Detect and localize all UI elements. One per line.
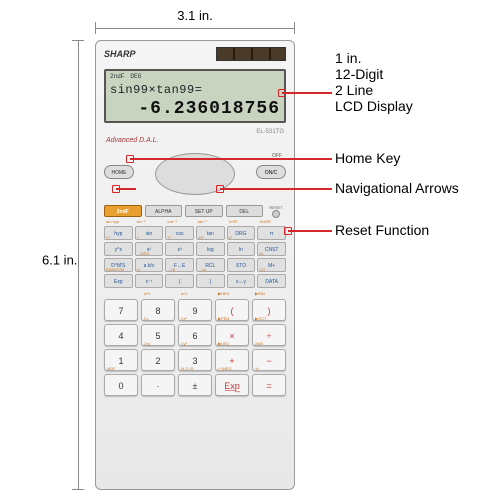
height-dimension-line <box>78 40 79 490</box>
num-button[interactable]: ± <box>178 374 212 396</box>
lcd-display: 2ndF DEG sin99×tan99= -6.236018756 <box>104 69 286 123</box>
width-dimension-line <box>95 28 295 29</box>
num-button[interactable]: = <box>252 374 286 396</box>
brand-label: SHARP <box>104 49 136 59</box>
callout-home: Home Key <box>335 150 400 166</box>
function-grid: hypsincostanDRGπy^xx²x³loglnCNSTD°M'Sa b… <box>100 224 290 290</box>
lcd-indicator: DEG <box>130 73 141 80</box>
fn-button[interactable]: Exp <box>104 274 133 288</box>
number-grid: 789()456×÷123+−0·±E̲x̲p̲= <box>100 296 290 399</box>
solar-panel <box>216 47 286 61</box>
width-dimension-label: 3.1 in. <box>95 8 295 23</box>
num-button[interactable]: E̲x̲p̲ <box>215 374 249 396</box>
on-c-button[interactable]: ON/C <box>256 165 286 179</box>
lcd-expression: sin99×tan99= <box>110 83 280 97</box>
fn-button[interactable]: DATA <box>257 274 286 288</box>
num-button[interactable]: 2 <box>141 349 175 371</box>
callout-text: 12-Digit <box>335 66 413 82</box>
callout-line-reset <box>288 230 332 232</box>
callout-line-home <box>130 158 332 160</box>
reset-label: RESET <box>266 205 286 210</box>
height-dimension-label: 6.1 in. <box>42 253 77 268</box>
home-button[interactable]: HOME <box>104 165 134 179</box>
alpha-button[interactable]: ALPHA <box>145 205 183 217</box>
fn-button[interactable]: π <box>257 226 286 240</box>
lcd-result: -6.236018756 <box>110 99 280 119</box>
callout-text: 1 in. <box>335 50 413 66</box>
dal-label: Advanced D.A.L. <box>100 137 159 144</box>
callout-reset: Reset Function <box>335 222 429 238</box>
num-button[interactable]: · <box>141 374 175 396</box>
fn-button[interactable]: x⁻¹ <box>135 274 164 288</box>
callout-line-nav2 <box>116 188 136 190</box>
num-button[interactable]: 4 <box>104 324 138 346</box>
fn-button[interactable]: ln <box>227 242 256 256</box>
callout-line-display <box>282 92 332 94</box>
fn-button[interactable]: ( <box>165 274 194 288</box>
model-label: EL-531TG <box>256 129 290 135</box>
lcd-indicators: 2ndF DEG <box>110 73 280 80</box>
callout-line-nav <box>220 188 332 190</box>
callout-text: LCD Display <box>335 98 413 114</box>
callout-nav: Navigational Arrows <box>335 180 459 196</box>
control-row: 2ndF ALPHA SET UP DEL RESET <box>100 203 290 220</box>
callout-display: 1 in. 12-Digit 2 Line LCD Display <box>335 50 413 114</box>
lcd-indicator: 2ndF <box>110 73 124 80</box>
callout-text: 2 Line <box>335 82 413 98</box>
fn-button[interactable]: x↔y <box>227 274 256 288</box>
fn-button[interactable]: STO <box>227 258 256 272</box>
del-button[interactable]: DEL <box>226 205 264 217</box>
fn-button[interactable]: ) <box>196 274 225 288</box>
setup-button[interactable]: SET UP <box>185 205 223 217</box>
reset-button[interactable] <box>272 210 280 218</box>
num-button[interactable]: 0 <box>104 374 138 396</box>
calculator-body: SHARP 2ndF DEG sin99×tan99= -6.236018756… <box>95 40 295 490</box>
num-button[interactable]: 7 <box>104 299 138 321</box>
fn-button[interactable]: x³ <box>165 242 194 256</box>
fn-button[interactable]: log <box>196 242 225 256</box>
second-f-button[interactable]: 2ndF <box>104 205 142 217</box>
